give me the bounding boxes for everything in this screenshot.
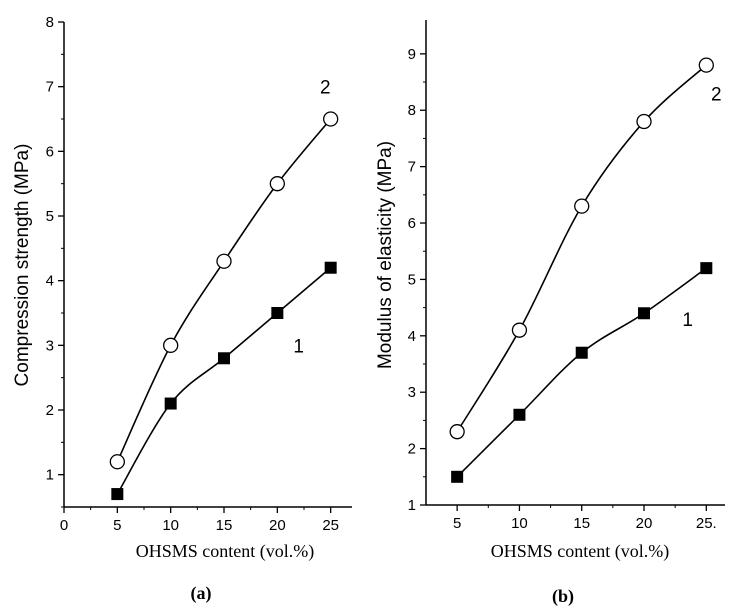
data-point-circle (216, 253, 232, 269)
y-tick-label: 6 (408, 215, 416, 232)
chart-panel-a: Compression strength (MPa) OHSMS content… (12, 14, 352, 604)
y-tick-label: 6 (46, 143, 54, 160)
y-tick-label: 1 (46, 467, 54, 484)
x-tick-label: 10 (511, 515, 528, 532)
series-line (116, 267, 332, 495)
y-tick-label: 2 (46, 402, 54, 419)
y-tick-label: 8 (408, 102, 416, 119)
panel-label: (a) (191, 583, 212, 604)
y-tick-label: 4 (408, 328, 416, 345)
data-point-square (324, 261, 337, 274)
y-tick-label: 5 (46, 208, 54, 225)
data-point-circle (511, 322, 528, 338)
y-tick-label: 1 (408, 497, 416, 514)
data-point-square (575, 346, 588, 359)
series-label: 1 (682, 310, 693, 331)
x-axis-label: OHSMS content (vol.%) (491, 541, 670, 562)
data-point-square (111, 488, 124, 501)
data-point-square (271, 307, 284, 319)
x-tick-label: 20 (269, 517, 286, 534)
x-tick-label: 15 (573, 515, 590, 532)
series-label: 2 (711, 84, 722, 105)
panel-label: (b) (552, 586, 574, 607)
y-axis-label: Compression strength (MPa) (12, 144, 33, 387)
series-line (456, 64, 707, 433)
y-tick-label: 8 (46, 14, 54, 31)
series-label: 2 (320, 78, 331, 99)
chart-panel-b: Modulus of elasticity (MPa) OHSMS conten… (375, 20, 725, 607)
data-point-circle (163, 337, 179, 353)
x-tick-label: 0 (60, 517, 68, 534)
x-tick-label: 5 (453, 515, 461, 532)
x-tick-label: 10 (162, 517, 179, 534)
data-point-circle (574, 198, 590, 214)
x-axis-label: OHSMS content (vol.%) (136, 541, 315, 562)
series-label: 1 (293, 336, 304, 357)
x-tick-label: 5 (113, 517, 121, 534)
data-point-square (164, 397, 177, 410)
y-tick-label: 3 (46, 337, 54, 354)
data-point-circle (698, 57, 714, 73)
data-point-square (700, 262, 713, 275)
data-point-circle (323, 111, 339, 127)
data-point-square (451, 470, 464, 483)
y-tick-label: 4 (46, 273, 54, 290)
data-point-circle (109, 454, 125, 470)
series-line (116, 118, 332, 463)
y-tick-label: 5 (408, 271, 416, 288)
x-tick-label: 15 (216, 517, 233, 534)
data-point-circle (449, 424, 465, 440)
y-tick-label: 3 (408, 384, 416, 401)
x-tick-label: 20 (636, 515, 653, 532)
x-tick-label: 25. (696, 515, 717, 532)
y-tick-label: 2 (408, 441, 416, 458)
data-point-circle (269, 176, 285, 192)
y-tick-label: 7 (46, 79, 54, 96)
data-point-square (513, 408, 526, 421)
data-point-square (638, 307, 651, 320)
data-point-square (218, 352, 230, 365)
data-point-circle (636, 113, 652, 130)
y-tick-label: 9 (408, 46, 416, 63)
x-tick-label: 25 (322, 517, 339, 534)
y-tick-label: 7 (408, 159, 416, 176)
y-axis-label: Modulus of elasticity (MPa) (375, 141, 396, 369)
